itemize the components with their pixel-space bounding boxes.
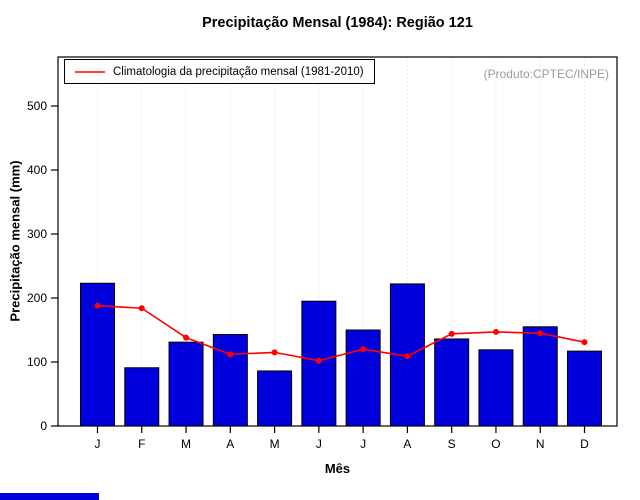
data-point bbox=[537, 330, 544, 337]
x-tick-label: A bbox=[226, 437, 234, 451]
x-tick-label: D bbox=[580, 437, 589, 451]
x-tick-label: A bbox=[403, 437, 411, 451]
x-tick-label: N bbox=[536, 437, 545, 451]
legend: Climatologia da precipitação mensal (198… bbox=[64, 59, 375, 84]
bar bbox=[168, 341, 204, 427]
data-point bbox=[360, 346, 367, 353]
x-tick-label: F bbox=[138, 437, 145, 451]
data-point bbox=[183, 334, 190, 341]
line-points bbox=[94, 302, 588, 364]
x-tick-label: J bbox=[95, 437, 101, 451]
data-point bbox=[404, 353, 411, 360]
y-tick-label: 200 bbox=[27, 291, 47, 305]
y-tick-label: 100 bbox=[27, 355, 47, 369]
data-point bbox=[492, 328, 499, 335]
bar bbox=[257, 370, 293, 427]
bar bbox=[478, 349, 514, 427]
bottom-blue-strip bbox=[0, 493, 99, 500]
gridlines bbox=[97, 57, 585, 426]
bar bbox=[345, 329, 381, 427]
legend-line-icon bbox=[75, 70, 105, 73]
data-point bbox=[94, 302, 101, 309]
data-point bbox=[315, 357, 322, 364]
x-tick-label: S bbox=[448, 437, 456, 451]
x-axis-label: Mês bbox=[324, 461, 351, 476]
plot-box bbox=[57, 56, 618, 427]
y-tick-label: 300 bbox=[27, 227, 47, 241]
legend-label: Climatologia da precipitação mensal (198… bbox=[113, 65, 364, 78]
data-point bbox=[271, 349, 278, 356]
product-annotation: (Produto:CPTEC/INPE) bbox=[483, 67, 609, 81]
climatology-line bbox=[97, 304, 585, 362]
y-axis-label: Precipitação mensal (mm) bbox=[7, 160, 23, 322]
x-tick-label: M bbox=[181, 437, 191, 451]
y-axis: 0 100 200 300 400 500 bbox=[27, 99, 58, 433]
bar bbox=[434, 338, 470, 427]
y-tick-label: 400 bbox=[27, 163, 47, 177]
data-point bbox=[138, 305, 145, 312]
bar bbox=[212, 333, 248, 427]
bar bbox=[124, 367, 160, 427]
chart-title: Precipitação Mensal (1984): Região 121 bbox=[202, 15, 473, 31]
y-tick-label: 0 bbox=[40, 419, 47, 433]
data-point bbox=[227, 351, 234, 358]
x-tick-label: J bbox=[360, 437, 366, 451]
x-tick-label: J bbox=[316, 437, 322, 451]
bar bbox=[522, 326, 558, 427]
x-tick-label: O bbox=[491, 437, 500, 451]
y-tick-label: 500 bbox=[27, 99, 47, 113]
data-point bbox=[581, 339, 588, 346]
x-tick-label: M bbox=[270, 437, 280, 451]
bar bbox=[567, 350, 602, 427]
data-point bbox=[448, 330, 455, 337]
